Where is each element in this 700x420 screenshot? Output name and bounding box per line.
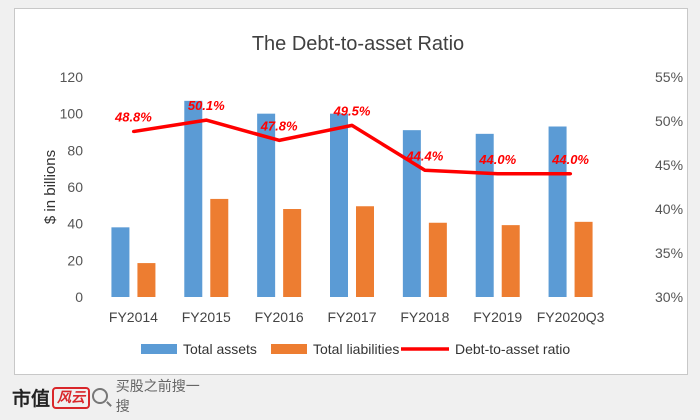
- y-tick-label: 80: [67, 142, 83, 158]
- legend-label-ratio: Debt-to-asset ratio: [455, 341, 570, 357]
- legend-label-total-liabilities: Total liabilities: [313, 341, 399, 357]
- y-tick-label: 100: [60, 106, 84, 122]
- ratio-point: [350, 123, 354, 127]
- bar-total-liabilities: [356, 206, 374, 297]
- ratio-point: [569, 172, 573, 176]
- legend-swatch-total-assets: [141, 344, 177, 354]
- y2-tick-label: 35%: [655, 245, 683, 261]
- x-tick-label: FY2014: [109, 309, 158, 325]
- y-tick-label: 60: [67, 179, 83, 195]
- x-tick-label: FY2019: [473, 309, 522, 325]
- debt-to-asset-chart: The Debt-to-asset Ratio 0 20 40 60 80 100 120 30…: [42, 33, 683, 357]
- x-tick-label: FY2017: [327, 309, 376, 325]
- footer-bar: 市值 风云 买股之前搜一搜: [0, 376, 700, 420]
- bar-total-assets: [184, 100, 203, 297]
- ratio-data-label: 44.4%: [405, 148, 443, 163]
- bar-total-liabilities: [210, 198, 229, 297]
- search-placeholder: 买股之前搜一搜: [115, 378, 200, 414]
- y-tick-label: 0: [75, 289, 83, 305]
- ratio-data-label: 47.8%: [260, 118, 298, 133]
- ratio-point: [131, 130, 135, 134]
- y-tick-label: 120: [60, 69, 84, 85]
- y2-tick-label: 30%: [655, 289, 683, 305]
- bar-total-assets: [257, 113, 276, 298]
- search-box[interactable]: 买股之前搜一搜: [92, 378, 212, 414]
- ratio-data-label: 50.1%: [188, 98, 225, 113]
- ratio-data-label: 49.5%: [333, 103, 371, 118]
- ratio-point: [204, 118, 208, 122]
- ratio-point: [423, 168, 427, 172]
- x-tick-label: FY2015: [182, 309, 231, 325]
- y2-tick-label: 45%: [655, 157, 683, 173]
- y2-tick-label: 50%: [655, 113, 683, 129]
- y2-tick-label: 40%: [655, 201, 683, 217]
- x-tick-label: FY2018: [400, 309, 449, 325]
- ratio-data-label: 44.0%: [478, 152, 516, 167]
- legend-label-total-assets: Total assets: [183, 341, 257, 357]
- brand-text: 市值: [12, 388, 51, 410]
- y-tick-label: 20: [67, 252, 83, 268]
- bar-total-liabilities: [283, 209, 302, 297]
- ratio-point: [277, 138, 281, 142]
- bar-total-liabilities: [428, 222, 447, 297]
- chart-title: The Debt-to-asset Ratio: [252, 33, 464, 55]
- x-tick-label: FY2016: [255, 309, 304, 325]
- bar-total-liabilities: [501, 225, 520, 297]
- bar-total-assets: [402, 130, 421, 297]
- bar-total-assets: [330, 113, 348, 298]
- bar-total-liabilities: [137, 263, 156, 297]
- bar-total-assets: [111, 227, 130, 297]
- ratio-point: [496, 172, 500, 176]
- legend-swatch-total-liabilities: [271, 344, 307, 354]
- search-icon: [92, 388, 108, 404]
- bar-total-liabilities: [574, 221, 593, 297]
- y2-tick-label: 55%: [655, 69, 683, 85]
- y-tick-label: 40: [67, 216, 83, 232]
- brand-logo: 市值 风云: [12, 384, 91, 411]
- x-tick-label: FY2020Q3: [537, 309, 605, 325]
- y-axis-label: $ in billions: [42, 150, 59, 224]
- brand-badge: 风云: [52, 386, 91, 409]
- ratio-data-label: 44.0%: [551, 152, 589, 167]
- ratio-data-label: 48.8%: [114, 110, 152, 125]
- bar-total-assets: [548, 126, 567, 297]
- chart-card: The Debt-to-asset Ratio 0 20 40 60 80 100 120 30…: [14, 8, 688, 375]
